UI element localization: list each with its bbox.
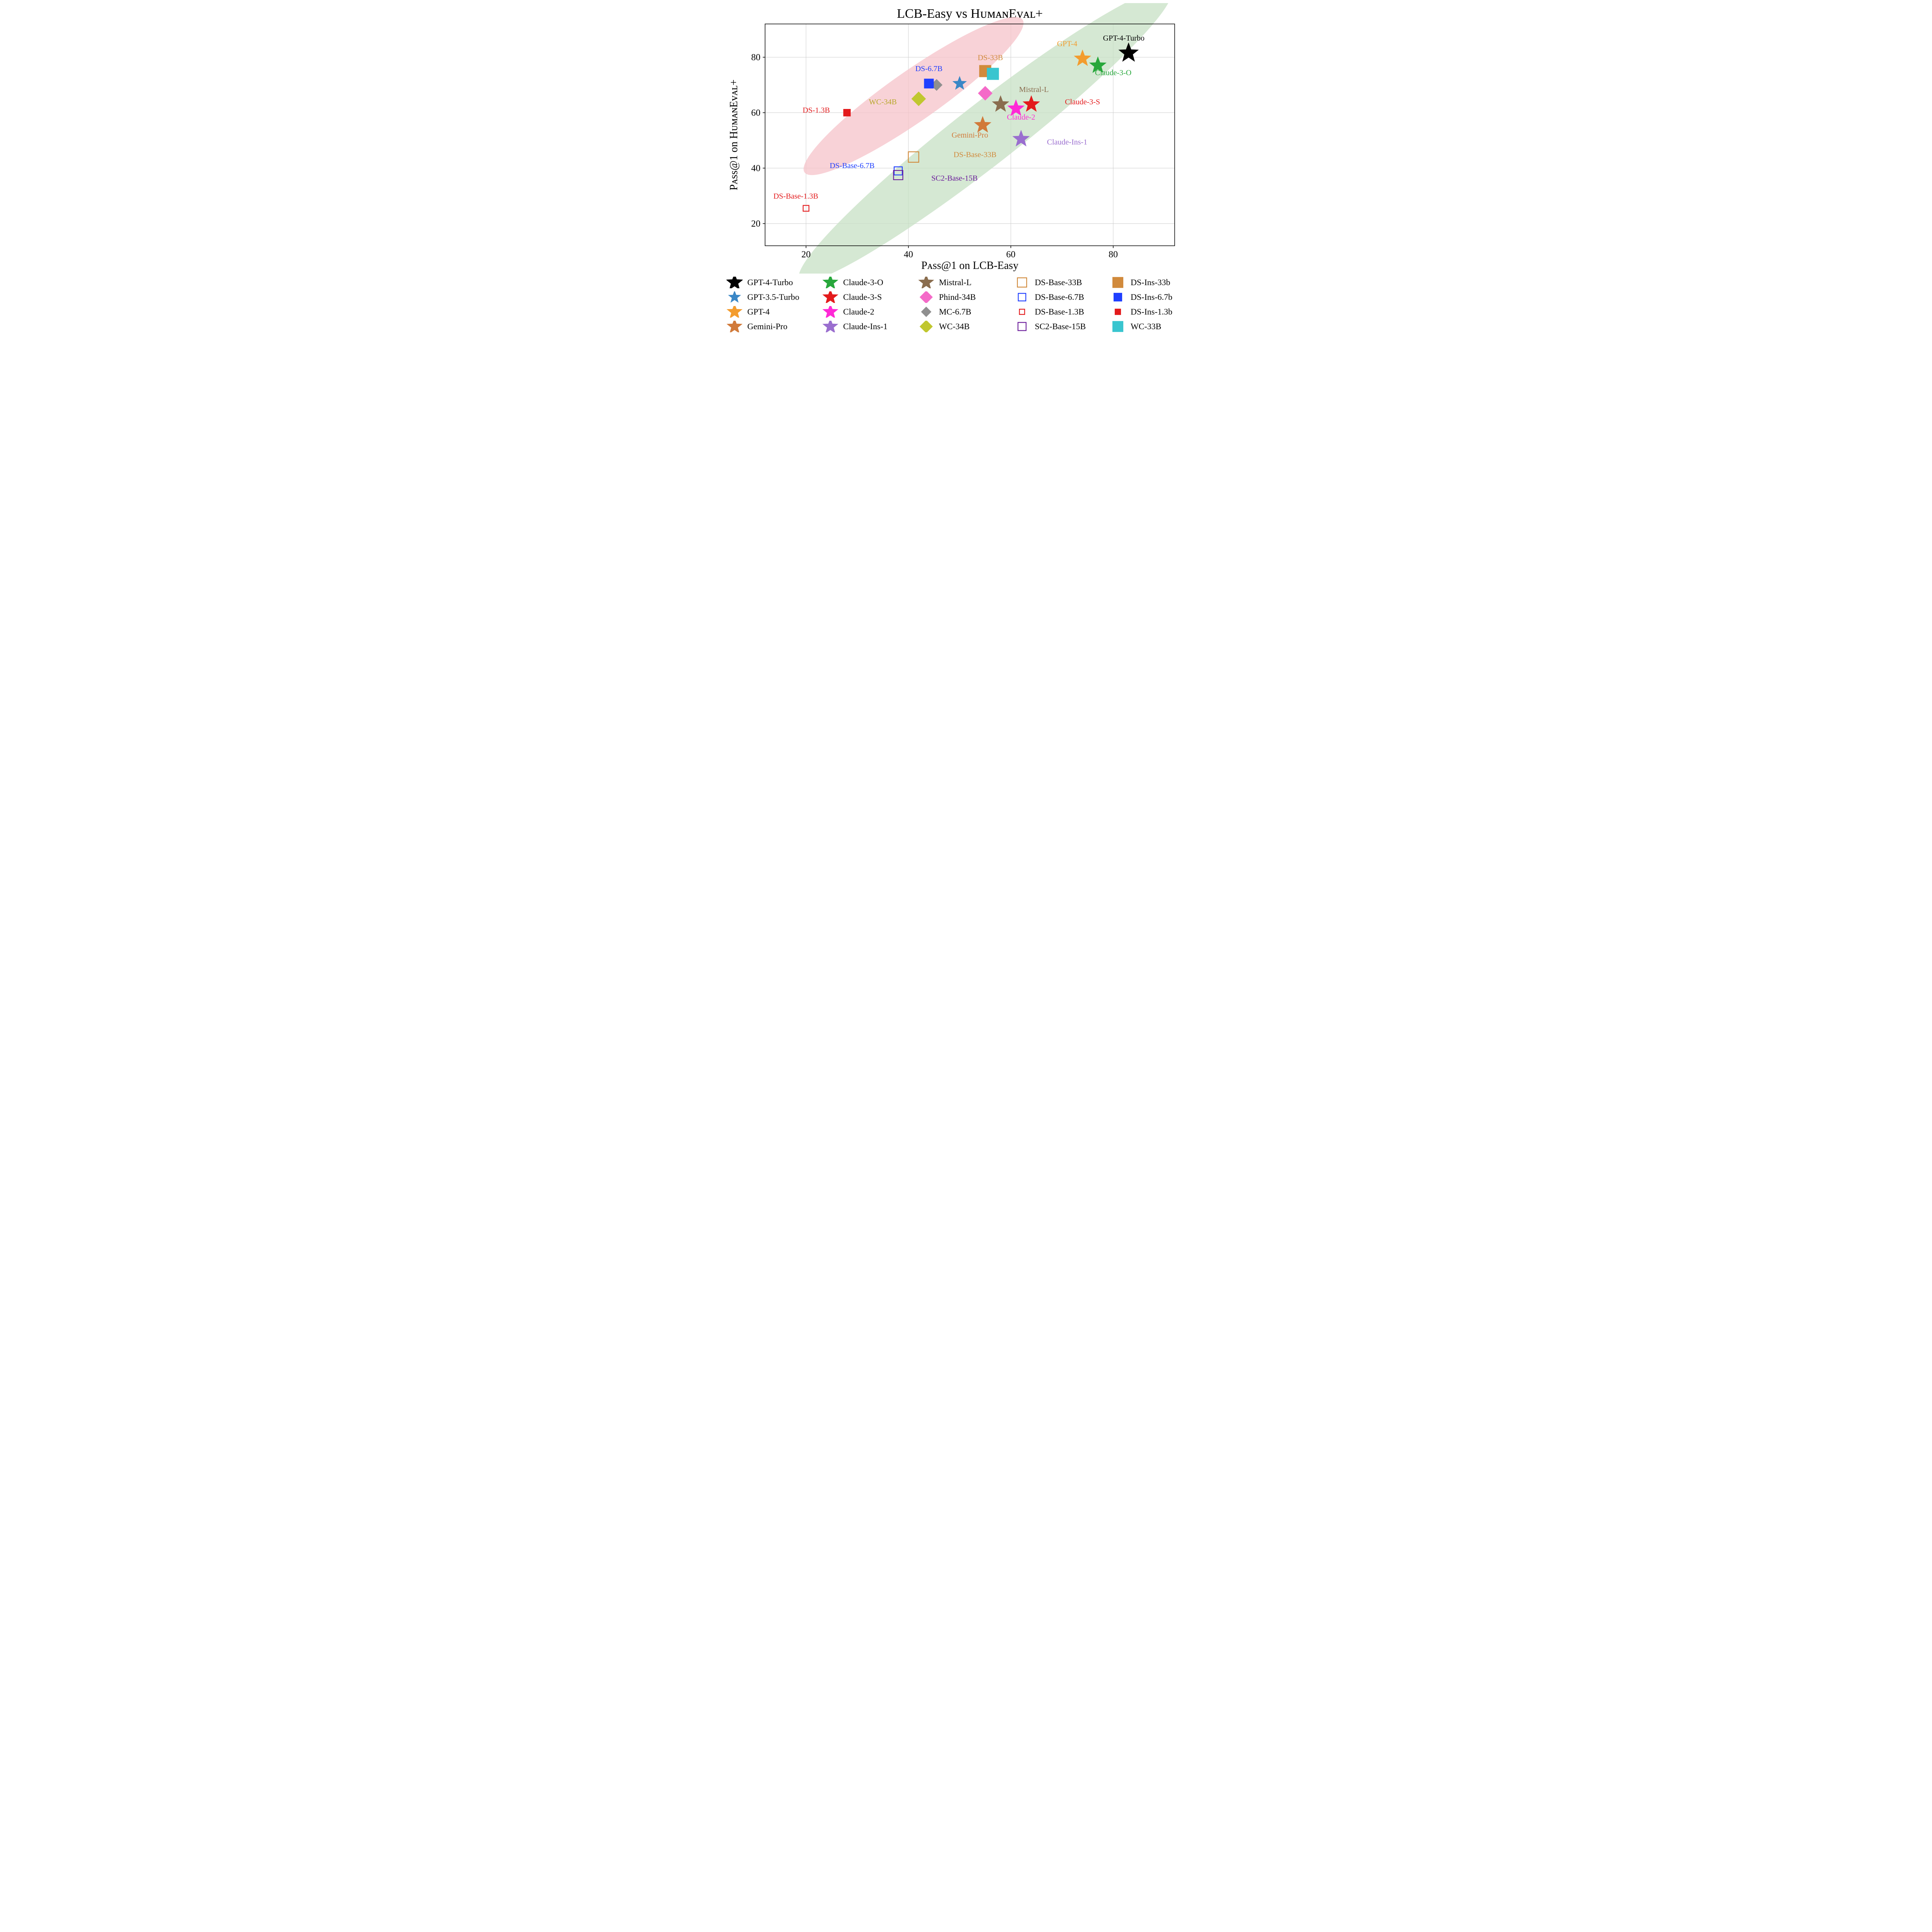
legend-marker-icon bbox=[918, 291, 934, 303]
point-dsins67b bbox=[924, 79, 934, 88]
point-label-dsins67b: DS-6.7B bbox=[915, 65, 943, 73]
chart-legend: GPT-4-Turbo GPT-3.5-Turbo GPT-4 Gemini-Pro C… bbox=[726, 277, 1206, 332]
svg-text:40: 40 bbox=[751, 163, 760, 173]
legend-column: Claude-3-O Claude-3-S Claude-2 Claude-Ins-1 bbox=[822, 277, 918, 332]
legend-item: DS-Ins-6.7b bbox=[1110, 291, 1206, 303]
point-label-claudeins1: Claude-Ins-1 bbox=[1047, 138, 1087, 146]
legend-marker-icon bbox=[1014, 277, 1030, 288]
point-label-sc2base15b: SC2-Base-15B bbox=[931, 174, 978, 182]
legend-item: Claude-2 bbox=[822, 306, 918, 318]
legend-item: WC-33B bbox=[1110, 321, 1206, 332]
legend-marker-icon bbox=[1110, 277, 1126, 288]
legend-marker-icon bbox=[726, 321, 743, 332]
legend-marker-icon bbox=[1014, 306, 1030, 318]
point-label-dsins33b: DS-33B bbox=[978, 53, 1003, 62]
point-label-claude3o: Claude-3-O bbox=[1095, 69, 1131, 77]
legend-item: Phind-34B bbox=[918, 291, 1014, 303]
legend-label: DS-Base-1.3B bbox=[1035, 307, 1084, 317]
point-label-mistrall: Mistral-L bbox=[1019, 85, 1049, 94]
svg-text:80: 80 bbox=[751, 53, 760, 63]
legend-column: GPT-4-Turbo GPT-3.5-Turbo GPT-4 Gemini-Pro bbox=[726, 277, 822, 332]
point-label-dsbase13b: DS-Base-1.3B bbox=[773, 192, 818, 201]
point-label-gpt4: GPT-4 bbox=[1057, 39, 1077, 48]
scatter-chart: LCB-Easy vs HᴜᴍᴀɴEᴠᴀʟ+2040608020406080Pᴀ… bbox=[726, 3, 1182, 274]
point-label-wc34b: WC-34B bbox=[869, 98, 897, 106]
legend-marker-icon bbox=[822, 277, 838, 288]
legend-marker-icon bbox=[726, 291, 743, 303]
svg-text:40: 40 bbox=[904, 250, 913, 260]
point-label-claude2: Claude-2 bbox=[1007, 113, 1035, 122]
legend-item: Mistral-L bbox=[918, 277, 1014, 288]
legend-label: Claude-3-O bbox=[843, 277, 883, 287]
legend-column: Mistral-L Phind-34B MC-6.7B WC-34B bbox=[918, 277, 1014, 332]
point-label-gpt4turbo: GPT-4-Turbo bbox=[1103, 34, 1145, 43]
svg-text:60: 60 bbox=[1006, 250, 1015, 260]
legend-item: WC-34B bbox=[918, 321, 1014, 332]
legend-label: Claude-Ins-1 bbox=[843, 321, 888, 332]
legend-item: Claude-3-S bbox=[822, 291, 918, 303]
legend-item: DS-Ins-1.3b bbox=[1110, 306, 1206, 318]
legend-item: DS-Base-33B bbox=[1014, 277, 1110, 288]
legend-item: GPT-3.5-Turbo bbox=[726, 291, 822, 303]
x-axis-label: Pᴀss@1 on LCB-Easy bbox=[921, 260, 1018, 272]
legend-column: DS-Ins-33b DS-Ins-6.7b DS-Ins-1.3b WC-33B bbox=[1110, 277, 1206, 332]
legend-marker-icon bbox=[1110, 321, 1126, 332]
svg-text:20: 20 bbox=[801, 250, 811, 260]
legend-item: SC2-Base-15B bbox=[1014, 321, 1110, 332]
legend-label: GPT-4-Turbo bbox=[747, 277, 793, 287]
legend-label: Claude-2 bbox=[843, 307, 874, 317]
legend-label: Gemini-Pro bbox=[747, 321, 787, 332]
legend-marker-icon bbox=[918, 277, 934, 288]
legend-label: SC2-Base-15B bbox=[1035, 321, 1086, 332]
legend-marker-icon bbox=[726, 306, 743, 318]
point-wc33b bbox=[987, 68, 999, 80]
legend-label: GPT-3.5-Turbo bbox=[747, 292, 799, 302]
legend-marker-icon bbox=[822, 306, 838, 318]
svg-text:20: 20 bbox=[751, 219, 760, 229]
legend-item: DS-Base-1.3B bbox=[1014, 306, 1110, 318]
legend-label: Phind-34B bbox=[939, 292, 976, 302]
legend-label: DS-Ins-6.7b bbox=[1131, 292, 1172, 302]
legend-marker-icon bbox=[1110, 306, 1126, 318]
point-label-dsins13b: DS-1.3B bbox=[803, 106, 830, 115]
legend-item: Gemini-Pro bbox=[726, 321, 822, 332]
legend-label: DS-Base-6.7B bbox=[1035, 292, 1084, 302]
y-axis-label: Pᴀss@1 on HᴜᴍᴀɴEᴠᴀʟ+ bbox=[728, 79, 740, 190]
legend-label: MC-6.7B bbox=[939, 307, 971, 317]
legend-item: MC-6.7B bbox=[918, 306, 1014, 318]
legend-label: GPT-4 bbox=[747, 307, 770, 317]
legend-item: DS-Ins-33b bbox=[1110, 277, 1206, 288]
legend-marker-icon bbox=[1110, 291, 1126, 303]
legend-marker-icon bbox=[918, 306, 934, 318]
legend-label: Claude-3-S bbox=[843, 292, 882, 302]
legend-marker-icon bbox=[822, 321, 838, 332]
legend-marker-icon bbox=[1014, 291, 1030, 303]
legend-label: WC-34B bbox=[939, 321, 969, 332]
point-label-dsbase33b: DS-Base-33B bbox=[954, 150, 997, 159]
svg-text:80: 80 bbox=[1109, 250, 1118, 260]
legend-marker-icon bbox=[822, 291, 838, 303]
point-label-dsbase67b: DS-Base-6.7B bbox=[830, 162, 874, 170]
legend-item: GPT-4-Turbo bbox=[726, 277, 822, 288]
legend-label: Mistral-L bbox=[939, 277, 971, 287]
legend-item: DS-Base-6.7B bbox=[1014, 291, 1110, 303]
legend-item: Claude-3-O bbox=[822, 277, 918, 288]
point-dsins13b bbox=[844, 109, 850, 116]
legend-marker-icon bbox=[726, 277, 743, 288]
legend-item: Claude-Ins-1 bbox=[822, 321, 918, 332]
legend-label: WC-33B bbox=[1131, 321, 1161, 332]
legend-label: DS-Base-33B bbox=[1035, 277, 1082, 287]
legend-label: DS-Ins-33b bbox=[1131, 277, 1170, 287]
legend-column: DS-Base-33B DS-Base-6.7B DS-Base-1.3B SC2-B… bbox=[1014, 277, 1110, 332]
point-label-geminipro: Gemini-Pro bbox=[952, 131, 988, 139]
point-label-claude3s: Claude-3-S bbox=[1065, 98, 1100, 106]
svg-text:60: 60 bbox=[751, 108, 760, 118]
legend-label: DS-Ins-1.3b bbox=[1131, 307, 1172, 317]
legend-item: GPT-4 bbox=[726, 306, 822, 318]
legend-marker-icon bbox=[918, 321, 934, 332]
legend-marker-icon bbox=[1014, 321, 1030, 332]
